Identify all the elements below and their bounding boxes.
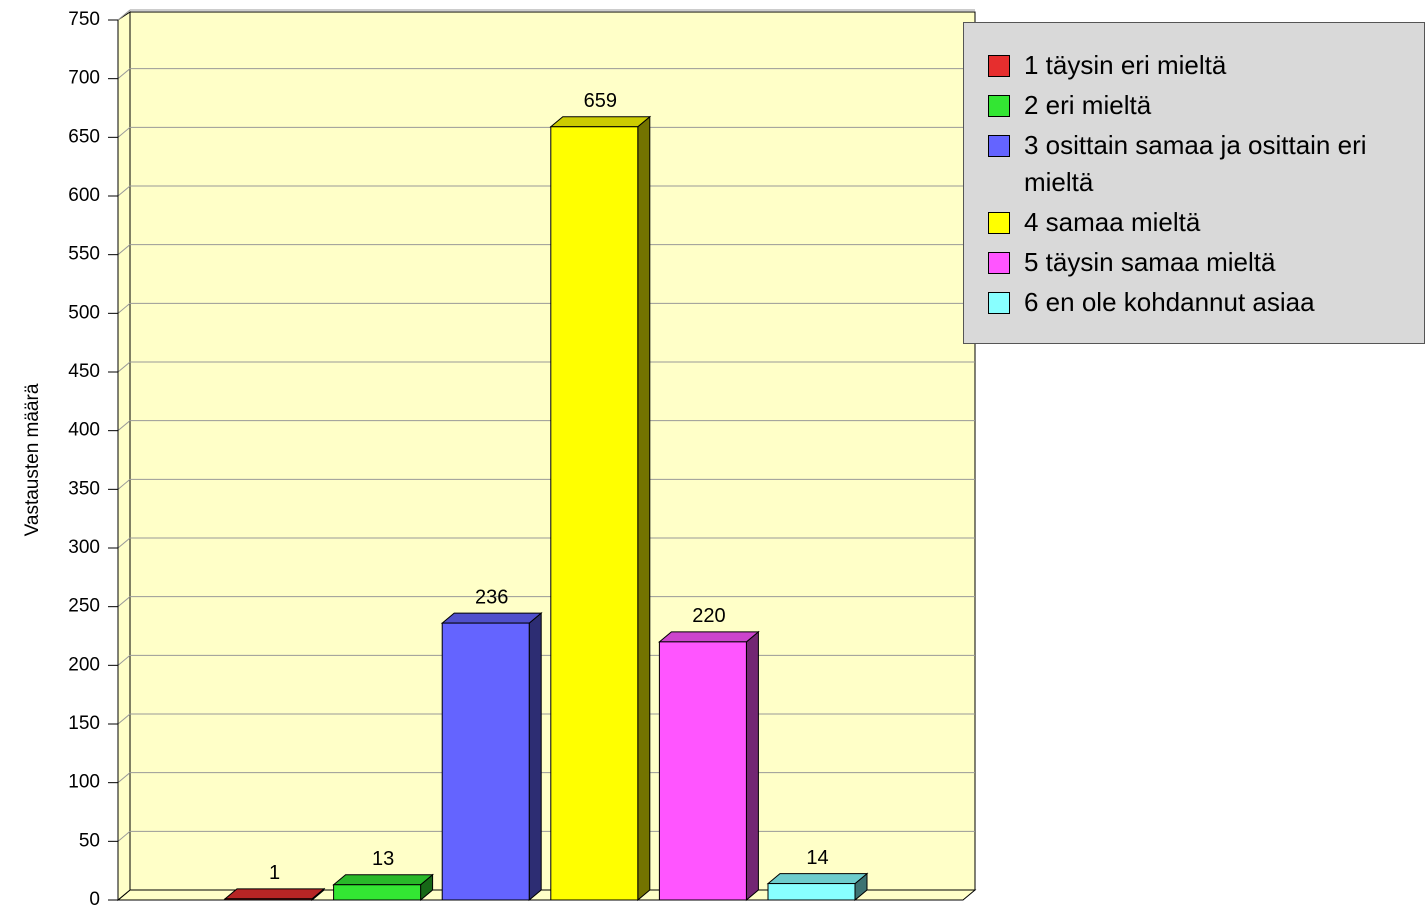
grid-line xyxy=(117,126,131,138)
y-tick-label: 650 xyxy=(68,126,100,147)
legend-item: 3 osittain samaa ja osittain eri mieltä xyxy=(988,127,1424,201)
y-tick-label: 450 xyxy=(68,361,100,382)
bar xyxy=(441,622,530,901)
grid-line xyxy=(117,302,131,314)
grid-line xyxy=(117,478,131,490)
y-tick-label: 700 xyxy=(68,68,100,89)
bar xyxy=(224,898,313,901)
bar-top xyxy=(440,612,543,624)
legend-swatch xyxy=(988,55,1010,77)
value-label: 1 xyxy=(269,862,280,884)
value-label: 220 xyxy=(692,605,725,627)
y-tick-label: 250 xyxy=(68,596,100,617)
y-tick-label: 400 xyxy=(68,420,100,441)
bar xyxy=(767,883,856,901)
legend-label: 1 täysin eri mieltä xyxy=(1024,50,1227,80)
y-tick-label: 200 xyxy=(68,654,100,675)
grid-line xyxy=(117,361,131,373)
y-axis-title: Vastausten määrä xyxy=(22,383,43,536)
legend-item: 6 en ole kohdannut asiaa xyxy=(988,284,1424,321)
y-tick-label: 750 xyxy=(68,9,100,30)
grid-line xyxy=(117,9,131,21)
value-label: 236 xyxy=(475,586,508,608)
legend-item: 2 eri mieltä xyxy=(988,87,1424,124)
legend-label: 6 en ole kohdannut asiaa xyxy=(1024,287,1315,317)
bar-side xyxy=(637,115,651,902)
grid-line xyxy=(117,68,131,80)
bar-side xyxy=(528,612,542,902)
legend-swatch xyxy=(988,135,1010,157)
legend-swatch xyxy=(988,252,1010,274)
legend-label: 2 eri mieltä xyxy=(1024,90,1152,120)
legend-label: 5 täysin samaa mieltä xyxy=(1024,247,1276,277)
bar-top xyxy=(332,874,434,886)
bar xyxy=(550,126,639,901)
y-tick-label: 550 xyxy=(68,244,100,265)
grid-line xyxy=(117,420,131,432)
y-tick-label: 350 xyxy=(68,478,100,499)
legend: 1 täysin eri mieltä 2 eri mieltä 3 osittai… xyxy=(963,22,1425,344)
grid-line xyxy=(117,713,131,725)
side-wall xyxy=(117,11,131,902)
grid-line xyxy=(117,244,131,256)
value-label: 13 xyxy=(372,848,394,870)
legend-swatch xyxy=(988,212,1010,234)
legend-item: 4 samaa mieltä xyxy=(988,204,1424,241)
grid-line xyxy=(117,830,131,842)
y-tick-label: 100 xyxy=(68,772,100,793)
bar-top xyxy=(766,873,869,885)
legend-swatch xyxy=(988,292,1010,314)
bar-top xyxy=(549,116,652,128)
bar xyxy=(658,641,747,901)
legend-label: 4 samaa mieltä xyxy=(1024,207,1201,237)
legend-item: 1 täysin eri mieltä xyxy=(988,47,1424,84)
grid-line xyxy=(117,537,131,549)
grid-line xyxy=(117,596,131,608)
legend-item: 5 täysin samaa mieltä xyxy=(988,244,1424,281)
legend-swatch xyxy=(988,95,1010,117)
bar-top xyxy=(223,888,326,900)
y-tick-label: 600 xyxy=(68,185,100,206)
bar xyxy=(333,884,422,901)
y-tick-label: 50 xyxy=(79,830,100,851)
y-tick-label: 500 xyxy=(68,302,100,323)
legend-label: 3 osittain samaa ja osittain eri mieltä xyxy=(1024,130,1367,197)
y-tick-label: 300 xyxy=(68,537,100,558)
grid-line xyxy=(117,772,131,784)
y-tick-label: 0 xyxy=(89,889,100,910)
y-tick-label: 150 xyxy=(68,713,100,734)
grid-line xyxy=(117,654,131,666)
grid-line xyxy=(117,185,131,197)
value-label: 659 xyxy=(584,90,617,112)
bar-top xyxy=(658,631,760,643)
value-label: 14 xyxy=(806,847,828,869)
bar-side xyxy=(745,630,759,902)
